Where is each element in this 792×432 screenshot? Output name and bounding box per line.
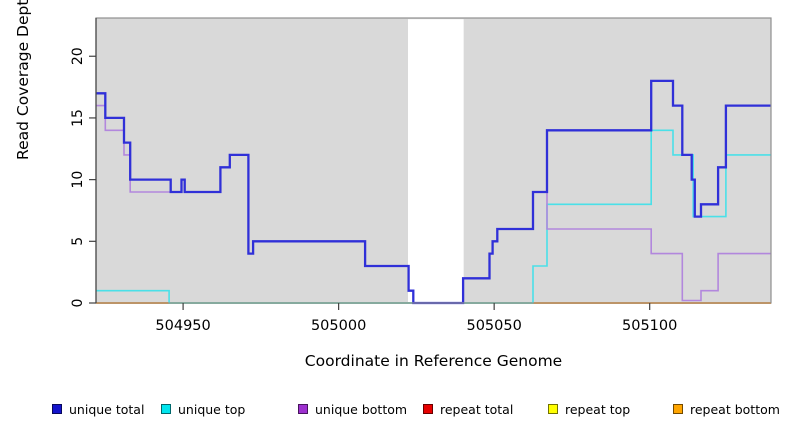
missing-data-band bbox=[407, 19, 464, 303]
x-tick-label: 505100 bbox=[622, 318, 677, 334]
legend-label: unique total bbox=[69, 401, 145, 417]
legend-label: repeat total bbox=[440, 401, 514, 417]
y-tick-label: 5 bbox=[70, 237, 86, 246]
legend-swatch-icon bbox=[423, 404, 433, 414]
legend-label: unique bottom bbox=[315, 401, 408, 417]
legend-label: repeat bottom bbox=[690, 401, 780, 417]
legend-swatch-icon bbox=[161, 404, 171, 414]
legend-label: repeat top bbox=[565, 401, 631, 417]
x-tick-label: 505000 bbox=[311, 318, 366, 334]
legend-label: unique top bbox=[178, 401, 246, 417]
y-tick-label: 20 bbox=[70, 47, 86, 65]
legend-item-unique-total: unique total bbox=[52, 399, 144, 419]
y-tick-label: 15 bbox=[70, 109, 86, 127]
legend-item-repeat-top: repeat top bbox=[548, 399, 630, 419]
legend-swatch-icon bbox=[548, 404, 558, 414]
legend-swatch-icon bbox=[673, 404, 683, 414]
y-tick-label: 0 bbox=[70, 299, 86, 308]
legend: unique total unique top unique bottom repea… bbox=[0, 399, 792, 421]
legend-item-unique-bottom: unique bottom bbox=[298, 399, 407, 419]
x-axis-title: Coordinate in Reference Genome bbox=[304, 352, 563, 370]
coverage-plot: 0 5 10 15 20 504950 505000 505050 505100 bbox=[70, 17, 772, 334]
legend-item-unique-top: unique top bbox=[161, 399, 245, 419]
legend-swatch-icon bbox=[52, 404, 62, 414]
y-tick-label: 10 bbox=[70, 171, 86, 189]
series-line-unique-total bbox=[96, 79, 771, 305]
legend-item-repeat-total: repeat total bbox=[423, 399, 513, 419]
legend-item-repeat-bottom: repeat bottom bbox=[673, 399, 780, 419]
legend-swatch-icon bbox=[298, 404, 308, 414]
x-tick-label: 505050 bbox=[466, 318, 521, 334]
x-tick-label: 504950 bbox=[155, 318, 210, 334]
